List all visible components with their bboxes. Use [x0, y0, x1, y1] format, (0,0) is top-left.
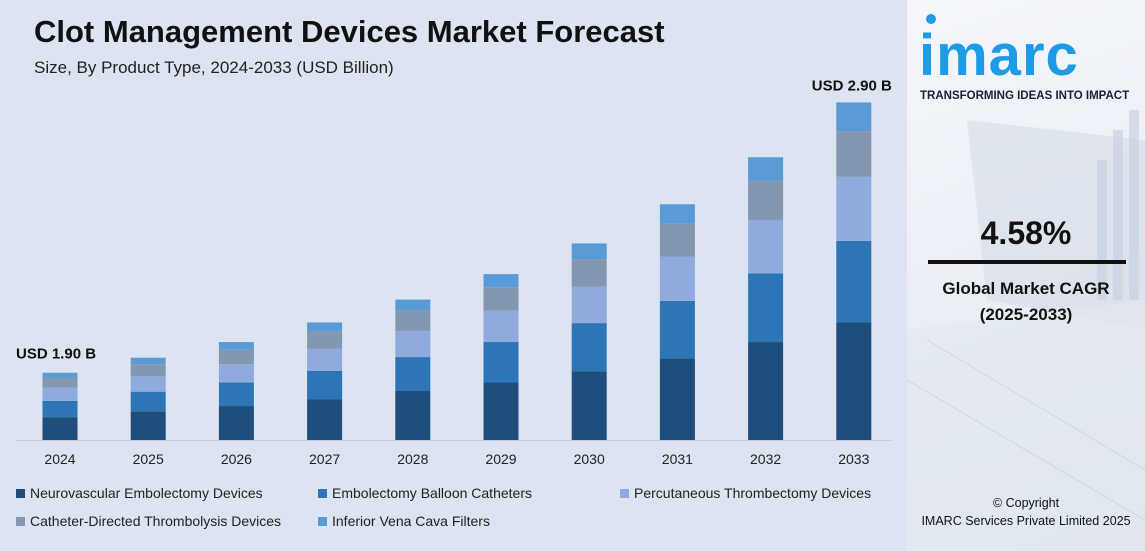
bar-segment-2029-s5 — [483, 274, 519, 288]
bar-segment-2029-s2 — [483, 342, 519, 383]
bar-segment-2026-s4 — [218, 349, 254, 365]
bar-segment-2030-s5 — [571, 243, 607, 260]
bar-segment-2027-s3 — [307, 348, 343, 371]
bar-segment-2026-s2 — [218, 382, 254, 407]
bar-segment-2032-s2 — [748, 273, 784, 343]
bar-segment-2033-s3 — [836, 176, 872, 241]
bar-segment-2032-s3 — [748, 219, 784, 274]
x-tick-label-2028: 2028 — [397, 451, 428, 467]
bar-segment-2025-s3 — [130, 376, 166, 392]
x-tick-label-2031: 2031 — [662, 451, 693, 467]
bar-segment-2030-s4 — [571, 259, 607, 287]
bar-segment-2032-s1 — [748, 342, 784, 440]
x-tick-label-2033: 2033 — [838, 451, 869, 467]
bar-segment-2027-s4 — [307, 331, 343, 349]
bar-segment-2028-s3 — [395, 330, 431, 358]
bar-segment-2025-s1 — [130, 411, 166, 440]
copyright-line2: IMARC Services Private Limited 2025 — [921, 514, 1131, 528]
x-tick-label-2025: 2025 — [133, 451, 164, 467]
bar-segment-2026-s3 — [218, 364, 254, 383]
imarc-logo: imarc — [919, 23, 1079, 88]
bar-segment-2024-s2 — [42, 400, 78, 418]
bar-segment-2032-s5 — [748, 157, 784, 181]
cagr-label-line1: Global Market CAGR — [942, 279, 1110, 298]
bar-segment-2031-s1 — [659, 358, 695, 440]
annotation-2033: USD 2.90 B — [812, 77, 892, 94]
background-decoration — [907, 110, 1145, 551]
bar-segment-2031-s4 — [659, 223, 695, 257]
bar-segment-2033-s2 — [836, 240, 872, 323]
bar-segment-2024-s4 — [42, 377, 78, 388]
bar-segment-2025-s4 — [130, 364, 166, 376]
chart-panel: Clot Management Devices Market Forecast … — [0, 0, 907, 551]
x-tick-label-2024: 2024 — [44, 451, 75, 467]
x-tick-label-2030: 2030 — [574, 451, 605, 467]
bar-segment-2033-s1 — [836, 322, 872, 440]
x-tick-label-2026: 2026 — [221, 451, 252, 467]
stacked-bar-chart: 2024 2025 2026 2027 2028 2029 2030 2031 2032 2033… — [16, 77, 892, 467]
bar-segment-2024-s5 — [42, 372, 78, 378]
cagr-label: Global Market CAGR (2025-2033) — [907, 276, 1145, 328]
x-tick-label-2027: 2027 — [309, 451, 340, 467]
bar-segment-2031-s2 — [659, 300, 695, 359]
bar-segment-2033-s4 — [836, 131, 872, 177]
bar-segment-2030-s1 — [571, 371, 607, 440]
logo-dot-icon — [926, 14, 936, 24]
bar-segment-2027-s5 — [307, 322, 343, 332]
bar-segment-2028-s5 — [395, 299, 431, 311]
bar-segment-2024-s1 — [42, 417, 78, 440]
annotation-2024: USD 1.90 B — [16, 346, 96, 363]
bar-segment-2028-s1 — [395, 391, 431, 440]
bar-segment-2025-s5 — [130, 357, 166, 365]
chart-subtitle: Size, By Product Type, 2024-2033 (USD Bi… — [34, 58, 394, 77]
copyright: © Copyright IMARC Services Private Limit… — [907, 494, 1145, 530]
x-tick-label-2032: 2032 — [750, 451, 781, 467]
bar-segment-2028-s2 — [395, 357, 431, 392]
brand-tagline: TRANSFORMING IDEAS INTO IMPACT — [920, 90, 1130, 102]
bar-segment-2031-s5 — [659, 204, 695, 224]
copyright-line1: © Copyright — [992, 496, 1060, 510]
bar-segment-2024-s3 — [42, 387, 78, 401]
chart-title: Clot Management Devices Market Forecast — [34, 14, 665, 49]
bar-segment-2028-s4 — [395, 310, 431, 331]
bar-segment-2030-s3 — [571, 286, 607, 324]
brand-panel: imarc TRANSFORMING IDEAS INTO IMPACT 4.5… — [907, 0, 1145, 551]
cagr-value: 4.58% — [980, 215, 1072, 251]
bar-segment-2029-s4 — [483, 287, 519, 311]
bar-segment-2026-s1 — [218, 406, 254, 440]
bar-segment-2029-s1 — [483, 382, 519, 440]
bar-segment-2027-s1 — [307, 399, 343, 440]
bar-segment-2032-s4 — [748, 180, 784, 220]
bar-segment-2026-s5 — [218, 342, 254, 350]
x-tick-label-2029: 2029 — [485, 451, 516, 467]
cagr-divider — [928, 260, 1126, 264]
bar-segment-2031-s3 — [659, 256, 695, 301]
bar-segment-2027-s2 — [307, 370, 343, 400]
cagr-label-line2: (2025-2033) — [979, 305, 1073, 324]
bar-segment-2025-s2 — [130, 391, 166, 412]
bar-segment-2029-s3 — [483, 310, 519, 343]
bar-segment-2033-s5 — [836, 102, 872, 132]
bar-segment-2030-s2 — [571, 323, 607, 372]
